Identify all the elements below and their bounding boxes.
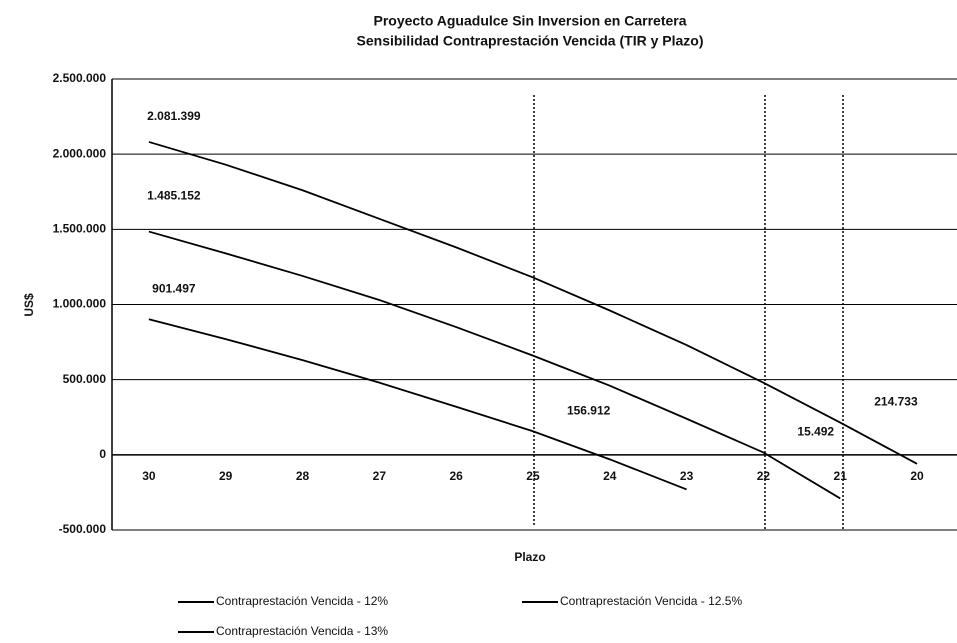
y-tick-label: 1.500.000: [53, 222, 107, 236]
y-tick-label: -500.000: [59, 522, 107, 536]
data-label: 901.497: [152, 281, 196, 295]
legend-label: Contraprestación Vencida - 12%: [216, 594, 388, 608]
x-tick-label: 28: [296, 469, 310, 483]
x-tick-label: 27: [373, 469, 387, 483]
y-tick-label: 1.000.000: [53, 297, 107, 311]
x-tick-label: 30: [142, 469, 156, 483]
legend-label: Contraprestación Vencida - 12.5%: [560, 594, 742, 608]
y-tick-label: 0: [99, 447, 106, 461]
x-tick-label: 26: [449, 469, 463, 483]
x-tick-label: 22: [757, 469, 771, 483]
y-axis-label: US$: [22, 293, 36, 317]
data-label: 156.912: [567, 403, 611, 417]
chart-subtitle: Sensibilidad Contraprestación Vencida (T…: [357, 33, 704, 49]
x-tick-label: 21: [834, 469, 848, 483]
x-tick-label: 20: [910, 469, 924, 483]
chart-title: Proyecto Aguadulce Sin Inversion en Carr…: [373, 13, 686, 29]
data-label: 15.492: [797, 425, 834, 439]
data-label: 1.485.152: [147, 189, 201, 203]
x-axis-label: Plazo: [514, 550, 545, 564]
legend-label: Contraprestación Vencida - 13%: [216, 624, 388, 638]
data-label: 214.733: [874, 395, 918, 409]
y-tick-label: 2.500.000: [53, 71, 107, 85]
y-tick-label: 2.000.000: [53, 146, 107, 160]
series-line: [148, 230, 841, 500]
x-tick-label: 25: [526, 469, 540, 483]
reference-lines: [533, 95, 844, 530]
series-line: [148, 141, 918, 465]
x-tick-label: 29: [219, 469, 233, 483]
data-label: 2.081.399: [147, 109, 201, 123]
x-tick-label: 24: [603, 469, 617, 483]
x-tick-label: 23: [680, 469, 694, 483]
y-tick-label: 500.000: [63, 372, 107, 386]
series-line: [148, 318, 687, 491]
